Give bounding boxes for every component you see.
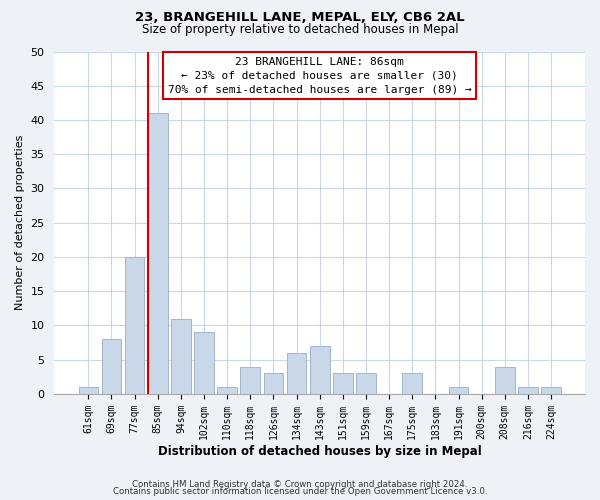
Text: Size of property relative to detached houses in Mepal: Size of property relative to detached ho… bbox=[142, 22, 458, 36]
X-axis label: Distribution of detached houses by size in Mepal: Distribution of detached houses by size … bbox=[158, 444, 482, 458]
Y-axis label: Number of detached properties: Number of detached properties bbox=[15, 135, 25, 310]
Bar bbox=[495, 366, 515, 394]
Bar bbox=[287, 353, 307, 394]
Text: 23 BRANGEHILL LANE: 86sqm
← 23% of detached houses are smaller (30)
70% of semi-: 23 BRANGEHILL LANE: 86sqm ← 23% of detac… bbox=[168, 56, 472, 94]
Text: 23, BRANGEHILL LANE, MEPAL, ELY, CB6 2AL: 23, BRANGEHILL LANE, MEPAL, ELY, CB6 2AL bbox=[135, 11, 465, 24]
Text: Contains public sector information licensed under the Open Government Licence v3: Contains public sector information licen… bbox=[113, 488, 487, 496]
Bar bbox=[518, 387, 538, 394]
Bar bbox=[194, 332, 214, 394]
Bar bbox=[217, 387, 237, 394]
Bar bbox=[449, 387, 469, 394]
Text: Contains HM Land Registry data © Crown copyright and database right 2024.: Contains HM Land Registry data © Crown c… bbox=[132, 480, 468, 489]
Bar bbox=[241, 366, 260, 394]
Bar bbox=[333, 374, 353, 394]
Bar bbox=[403, 374, 422, 394]
Bar bbox=[541, 387, 561, 394]
Bar bbox=[125, 257, 145, 394]
Bar bbox=[79, 387, 98, 394]
Bar bbox=[171, 318, 191, 394]
Bar bbox=[148, 113, 167, 394]
Bar bbox=[263, 374, 283, 394]
Bar bbox=[101, 339, 121, 394]
Bar bbox=[356, 374, 376, 394]
Bar bbox=[310, 346, 329, 394]
